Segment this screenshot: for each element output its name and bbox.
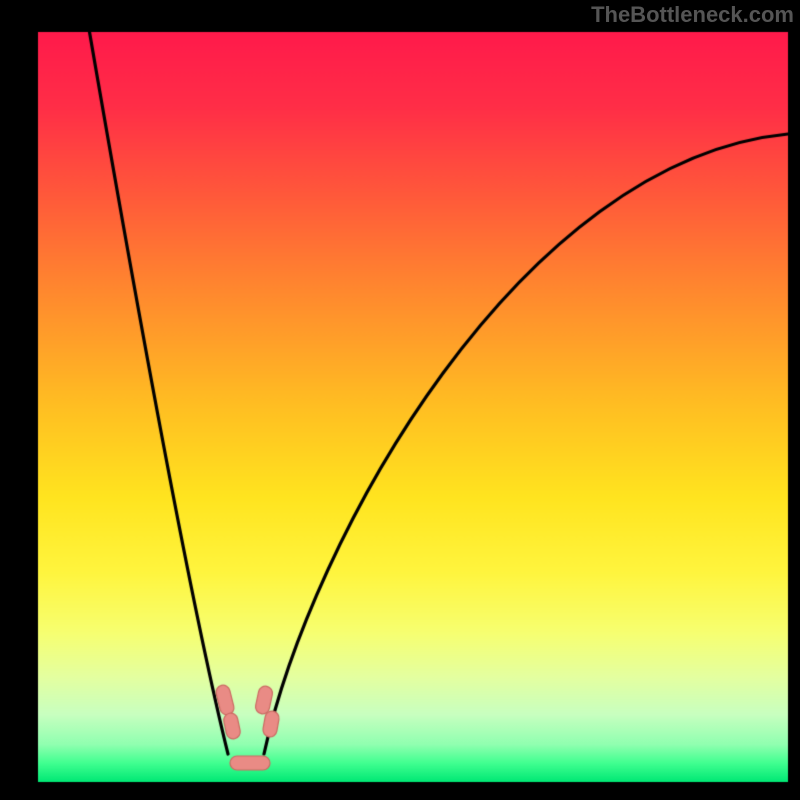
bottleneck-curve-chart [0, 0, 800, 800]
chart-container: TheBottleneck.com [0, 0, 800, 800]
watermark-text: TheBottleneck.com [591, 2, 794, 28]
